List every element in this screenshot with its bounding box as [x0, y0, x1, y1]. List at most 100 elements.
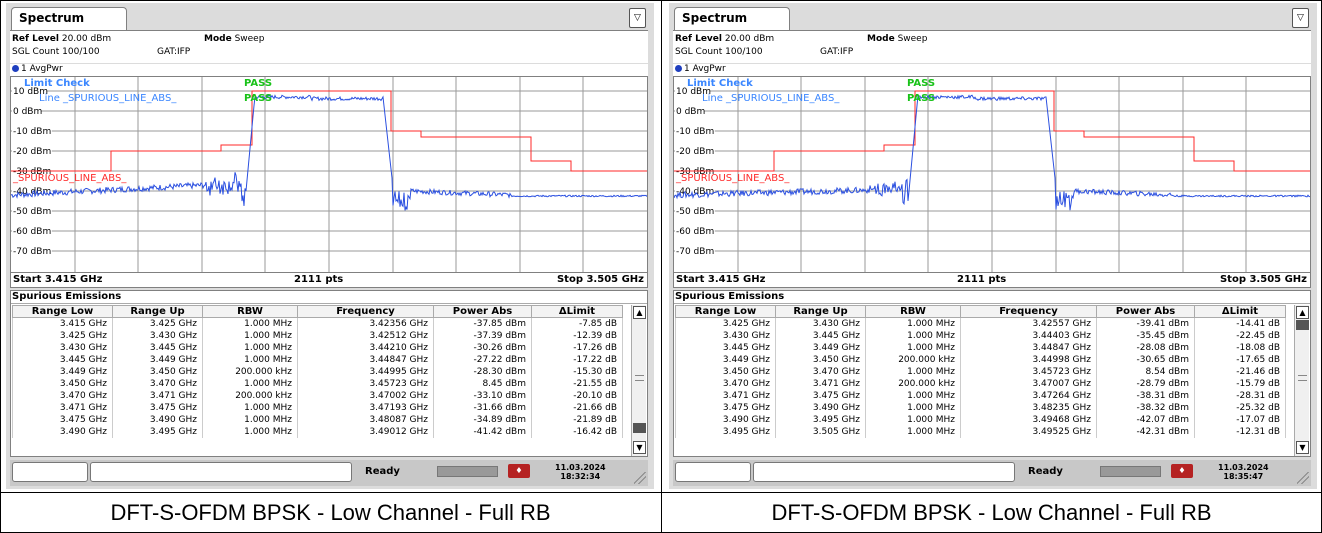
caption-right: DFT-S-OFDM BPSK - Low Channel - Full RB — [771, 500, 1212, 525]
table-row[interactable]: 3.450 GHz 3.470 GHz 1.000 MHz 3.45723 GHz 8.… — [675, 365, 1286, 378]
tab-spectrum[interactable]: Spectrum — [11, 7, 127, 31]
table-row[interactable]: 3.471 GHz 3.475 GHz 1.000 MHz 3.47264 GHz -3… — [675, 389, 1286, 402]
table-cell: -39.41 dBm — [1096, 317, 1195, 330]
table-row[interactable]: 3.490 GHz 3.495 GHz 1.000 MHz 3.49468 GHz -4… — [675, 413, 1286, 426]
status-text: Ready — [1028, 466, 1063, 477]
scroll-up-button[interactable]: ▲ — [1296, 306, 1309, 319]
table-cell: 3.45723 GHz — [960, 365, 1097, 378]
table-scrollbar[interactable]: ▲ ▼ — [631, 305, 646, 456]
table-row[interactable]: 3.490 GHz 3.495 GHz 1.000 MHz 3.49012 GHz -4… — [12, 425, 623, 438]
table-cell: -21.55 dB — [531, 377, 623, 390]
table-row[interactable]: 3.430 GHz 3.445 GHz 1.000 MHz 3.44210 GHz -3… — [12, 341, 623, 354]
table-row[interactable]: 3.470 GHz 3.471 GHz 200.000 kHz 3.47002 GHz… — [12, 389, 623, 402]
table-row[interactable]: 3.430 GHz 3.445 GHz 1.000 MHz 3.44403 GHz -3… — [675, 329, 1286, 342]
table-row[interactable]: 3.475 GHz 3.490 GHz 1.000 MHz 3.48087 GHz -3… — [12, 413, 623, 426]
limit-check-label: Limit Check — [687, 78, 753, 89]
table-cell: 3.44995 GHz — [297, 365, 434, 378]
table-row[interactable]: 3.425 GHz 3.430 GHz 1.000 MHz 3.42557 GHz -3… — [675, 317, 1286, 330]
table-cell: -31.66 dBm — [433, 401, 532, 414]
status-field-2[interactable] — [90, 462, 352, 482]
sweep-points: 2111 pts — [294, 274, 344, 285]
table-cell: 3.450 GHz — [675, 365, 776, 378]
table-cell: 1.000 MHz — [865, 401, 961, 414]
scroll-thumb[interactable] — [1296, 320, 1309, 330]
table-row[interactable]: 3.471 GHz 3.475 GHz 1.000 MHz 3.47193 GHz -3… — [12, 401, 623, 414]
table-cell: 3.450 GHz — [112, 365, 203, 378]
table-row[interactable]: 3.449 GHz 3.450 GHz 200.000 kHz 3.44995 GHz… — [12, 365, 623, 378]
y-tick-label: -60 dBm — [676, 227, 714, 237]
table-cell: -41.42 dBm — [433, 425, 532, 438]
mode-label: Mode — [204, 34, 232, 44]
scroll-down-button[interactable]: ▼ — [1296, 441, 1309, 454]
sweep-points: 2111 pts — [957, 274, 1007, 285]
table-cell: 3.42512 GHz — [297, 329, 434, 342]
limit-line-name: Line _SPURIOUS_LINE_ABS_ — [702, 93, 840, 104]
limit-line-result: PASS — [907, 93, 935, 104]
status-field-1[interactable] — [675, 462, 751, 482]
table-cell: -14.41 dB — [1194, 317, 1286, 330]
table-row[interactable]: 3.475 GHz 3.490 GHz 1.000 MHz 3.48235 GHz -3… — [675, 401, 1286, 414]
table-cell: 3.430 GHz — [12, 341, 113, 354]
scroll-thumb[interactable] — [633, 423, 646, 433]
progress-meter — [437, 466, 498, 477]
table-cell: -18.08 dB — [1194, 341, 1286, 354]
scroll-up-button[interactable]: ▲ — [633, 306, 646, 319]
scope-icon[interactable]: ▽ — [1292, 8, 1309, 28]
spectrum-plot[interactable]: 10 dBm 0 dBm -10 dBm -20 dBm -30 dBm -40 dBm -… — [10, 76, 648, 273]
table-cell: 3.44210 GHz — [297, 341, 434, 354]
y-tick-bg — [675, 145, 715, 156]
table-cell: 3.490 GHz — [12, 425, 113, 438]
spectrum-svg: 10 dBm 0 dBm -10 dBm -20 dBm -30 dBm -40 dBm -… — [11, 77, 647, 272]
column-header: RBW — [202, 305, 298, 318]
y-tick-bg — [675, 185, 715, 196]
y-tick-bg — [12, 205, 52, 216]
table-cell: -27.22 dBm — [433, 353, 532, 366]
table-cell: -16.42 dB — [531, 425, 623, 438]
results-table: Range Low Range Up RBW Frequency Power Abs ΔL… — [12, 305, 623, 438]
table-cell: 3.475 GHz — [12, 413, 113, 426]
table-row[interactable]: 3.495 GHz 3.505 GHz 1.000 MHz 3.49525 GHz -4… — [675, 425, 1286, 438]
y-tick-label: 10 dBm — [676, 87, 711, 97]
y-tick-label: -40 dBm — [676, 187, 714, 197]
y-tick-label: -50 dBm — [13, 207, 51, 217]
spectrum-panel-left: Spectrum ▽ Ref Level 20.00 dBm Mode Swee… — [6, 3, 654, 489]
table-cell: 1.000 MHz — [865, 413, 961, 426]
table-cell: 1.000 MHz — [865, 329, 961, 342]
table-cell: 200.000 kHz — [865, 353, 961, 366]
table-row[interactable]: 3.445 GHz 3.449 GHz 1.000 MHz 3.44847 GHz -2… — [675, 341, 1286, 354]
status-field-2[interactable] — [753, 462, 1015, 482]
y-tick-label: -10 dBm — [676, 127, 714, 137]
table-cell: 3.490 GHz — [775, 401, 866, 414]
table-cell: 3.470 GHz — [12, 389, 113, 402]
scope-icon[interactable]: ▽ — [629, 8, 646, 28]
tab-spectrum[interactable]: Spectrum — [674, 7, 790, 31]
table-scrollbar[interactable]: ▲ ▼ — [1294, 305, 1309, 456]
table-cell: 3.490 GHz — [112, 413, 203, 426]
table-cell: 3.425 GHz — [675, 317, 776, 330]
column-header: ΔLimit — [531, 305, 623, 318]
table-row[interactable]: 3.449 GHz 3.450 GHz 200.000 kHz 3.44998 GHz… — [675, 353, 1286, 366]
scroll-down-button[interactable]: ▼ — [633, 441, 646, 454]
limit-line — [11, 90, 647, 172]
spectrum-plot[interactable]: 10 dBm 0 dBm -10 dBm -20 dBm -30 dBm -40 dBm -… — [673, 76, 1311, 273]
table-row[interactable]: 3.425 GHz 3.430 GHz 1.000 MHz 3.42512 GHz -3… — [12, 329, 623, 342]
stop-frequency: Stop 3.505 GHz — [1219, 274, 1307, 285]
table-cell: 3.471 GHz — [112, 389, 203, 402]
tab-underline — [673, 30, 1311, 31]
table-cell: 3.47264 GHz — [960, 389, 1097, 402]
table-row[interactable]: 3.470 GHz 3.471 GHz 200.000 kHz 3.47007 GHz… — [675, 377, 1286, 390]
status-bar: Ready ♦ 11.03.2024 18:35:47 — [673, 460, 1311, 486]
x-axis-footer: Start 3.415 GHz 2111 pts Stop 3.505 GHz — [673, 273, 1311, 288]
resize-grip-icon[interactable] — [1297, 472, 1309, 484]
table-cell: -30.26 dBm — [433, 341, 532, 354]
table-row[interactable]: 3.445 GHz 3.449 GHz 1.000 MHz 3.44847 GHz -2… — [12, 353, 623, 366]
caption-left: DFT-S-OFDM BPSK - Low Channel - Full RB — [110, 500, 551, 525]
table-row[interactable]: 3.415 GHz 3.425 GHz 1.000 MHz 3.42356 GHz -3… — [12, 317, 623, 330]
table-cell: 1.000 MHz — [865, 389, 961, 402]
resize-grip-icon[interactable] — [634, 472, 646, 484]
table-row[interactable]: 3.450 GHz 3.470 GHz 1.000 MHz 3.45723 GHz 8.… — [12, 377, 623, 390]
measurement-info: Ref Level 20.00 dBm Mode Sweep SGL Count… — [10, 31, 648, 63]
status-field-1[interactable] — [12, 462, 88, 482]
table-cell: 3.450 GHz — [12, 377, 113, 390]
caption-divider — [0, 492, 1322, 493]
